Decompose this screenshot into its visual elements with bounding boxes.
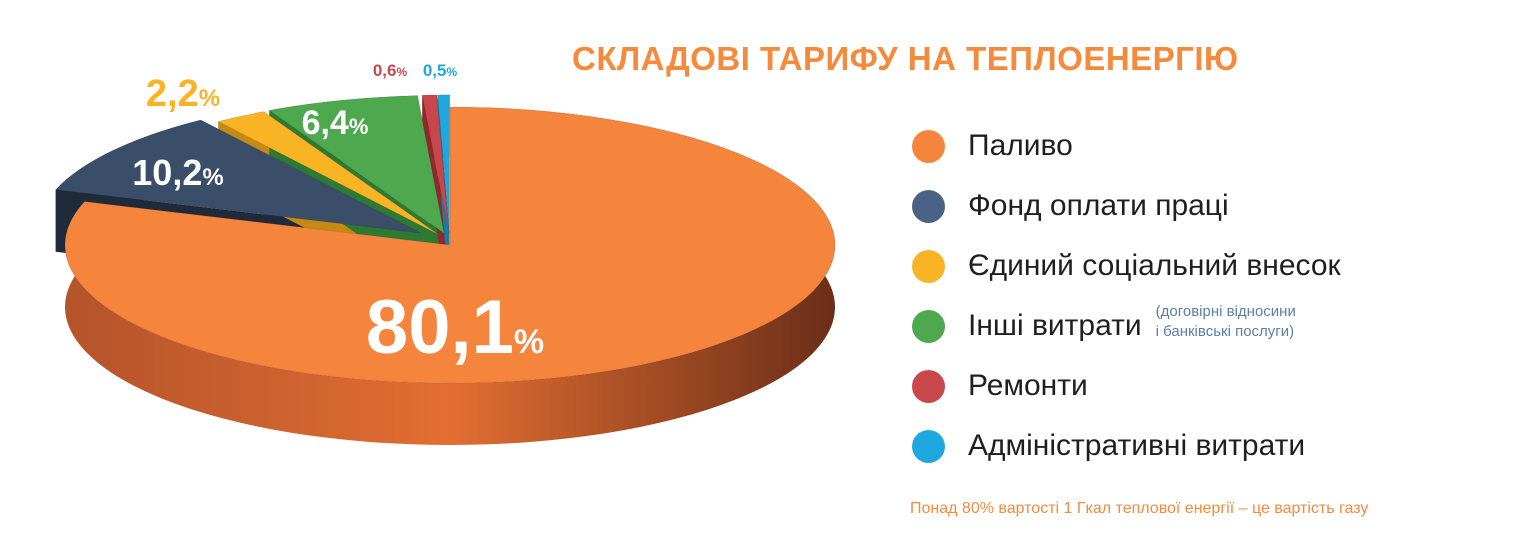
slice-admin bbox=[437, 94, 451, 233]
slice-social-tax-value-label: 2,2% bbox=[146, 73, 220, 115]
legend-note-line: (договірні відносини bbox=[1155, 303, 1296, 320]
chart-title: СКЛАДОВІ ТАРИФУ НА ТЕПЛОЕНЕРГІЮ bbox=[572, 40, 1239, 77]
legend-label: Паливо bbox=[968, 129, 1073, 162]
legend-swatch bbox=[912, 129, 945, 163]
slice-payroll bbox=[54, 119, 422, 234]
legend-item-repairs: Ремонти bbox=[912, 366, 1088, 406]
slice-other-value-label: 6,4% bbox=[302, 104, 369, 142]
legend-label: Ремонти bbox=[968, 369, 1088, 402]
legend-note-line: і банківські послуги) bbox=[1155, 323, 1295, 340]
legend-item-admin: Адміністративні витрати bbox=[912, 426, 1305, 466]
slice-other bbox=[268, 95, 445, 235]
legend-label: Адміністративні витрати bbox=[968, 429, 1306, 462]
legend-item-other: Інші витрати (договірні відносини і банк… bbox=[912, 303, 1296, 346]
legend-swatch bbox=[912, 189, 945, 223]
legend-label: Єдиний соціальний внесок bbox=[968, 249, 1341, 282]
legend-label: Фонд оплати праці bbox=[968, 189, 1229, 222]
legend-swatch bbox=[912, 249, 945, 283]
slice-fuel-value-label: 80,1% bbox=[366, 285, 544, 370]
legend-item-fuel: Паливо bbox=[912, 126, 1073, 166]
pie-top-layer bbox=[54, 94, 836, 384]
legend-item-social-tax: Єдиний соціальний внесок bbox=[912, 246, 1341, 286]
slice-admin-value-label: 0,5% bbox=[423, 61, 458, 80]
legend-note: (договірні відносини і банківські послуг… bbox=[1156, 302, 1296, 342]
pie-label-layer: 80,1% 10,2% 2,2% 6,4% 0,6% 0,5% bbox=[132, 61, 544, 370]
slice-payroll-value-label: 10,2% bbox=[132, 152, 223, 193]
legend-label: Інші витрати bbox=[968, 309, 1142, 342]
legend-swatch bbox=[912, 429, 945, 463]
footnote: Понад 80% вартості 1 Гкал теплової енерг… bbox=[910, 500, 1369, 517]
legend-swatch bbox=[912, 369, 945, 403]
slice-social-tax bbox=[216, 111, 439, 236]
legend-item-payroll: Фонд оплати праці bbox=[912, 186, 1229, 226]
slice-repairs bbox=[421, 94, 450, 234]
slice-repairs-value-label: 0,6% bbox=[373, 61, 408, 80]
slice-fuel bbox=[64, 106, 836, 384]
legend-swatch bbox=[912, 309, 945, 343]
